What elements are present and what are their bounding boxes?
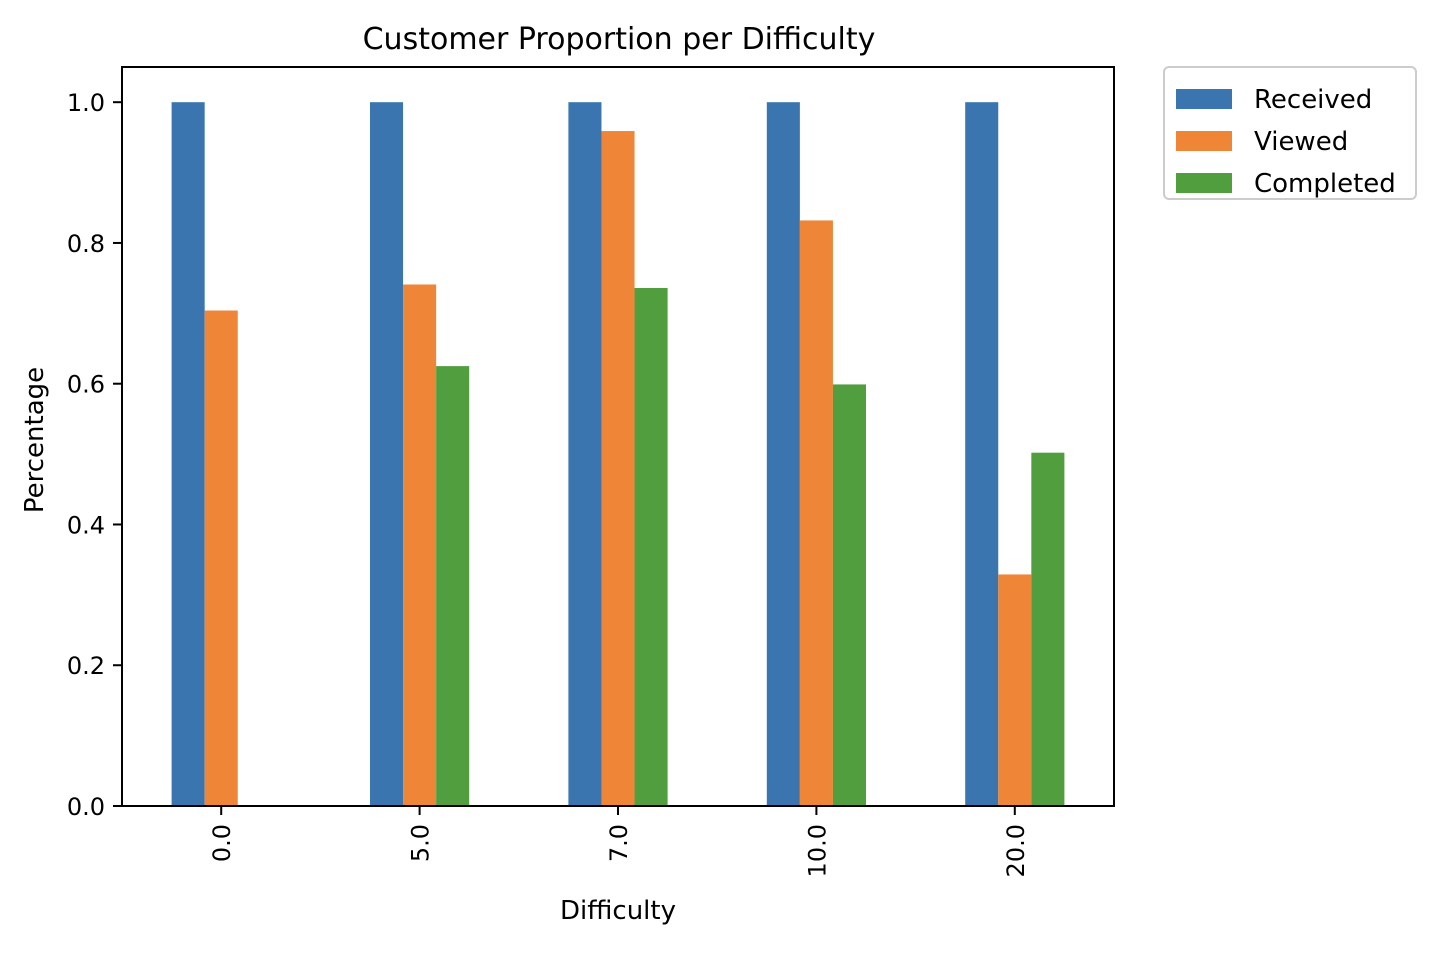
chart-title: Customer Proportion per Difficulty [363, 22, 876, 57]
legend: Received Viewed Completed [1163, 66, 1417, 200]
y-tick-label: 0.0 [67, 793, 105, 821]
bar-completed-20.0 [1031, 452, 1065, 806]
bar-completed-5.0 [436, 366, 470, 806]
y-axis-label: Percentage [20, 367, 50, 513]
bar-viewed-0.0 [204, 310, 238, 806]
x-tick-label: 10.0 [803, 824, 831, 877]
bars-layer [171, 102, 1065, 807]
plot-frame [121, 66, 1115, 807]
y-tick-label: 0.8 [67, 230, 105, 258]
bar-viewed-5.0 [403, 284, 437, 807]
x-axis-label: Difficulty [560, 896, 676, 926]
legend-label-received: Received [1254, 85, 1372, 115]
legend-label-completed: Completed [1254, 169, 1396, 199]
bar-received-5.0 [370, 102, 404, 806]
y-tick-label: 0.4 [67, 511, 105, 539]
x-tick-label: 20.0 [1002, 824, 1030, 877]
y-axis: 0.0 0.2 0.4 0.6 0.8 1.0 [67, 89, 122, 821]
bar-viewed-7.0 [601, 131, 635, 807]
bar-received-10.0 [766, 102, 800, 806]
bar-completed-10.0 [832, 384, 866, 806]
bar-viewed-10.0 [799, 220, 833, 806]
legend-swatch-viewed [1176, 131, 1232, 151]
x-tick-label: 0.0 [208, 824, 236, 862]
x-tick-label: 7.0 [605, 824, 633, 862]
bar-received-7.0 [568, 102, 602, 806]
legend-swatch-completed [1176, 173, 1232, 193]
y-tick-label: 0.6 [67, 371, 105, 399]
bar-viewed-20.0 [998, 574, 1032, 806]
bar-received-20.0 [965, 102, 999, 806]
legend-swatch-received [1176, 89, 1232, 109]
x-axis: 0.0 5.0 7.0 10.0 20.0 [208, 806, 1030, 877]
x-tick-label: 5.0 [407, 824, 435, 862]
y-tick-label: 0.2 [67, 652, 105, 680]
legend-label-viewed: Viewed [1254, 127, 1348, 157]
bar-completed-7.0 [634, 288, 668, 806]
bar-received-0.0 [171, 102, 205, 806]
y-tick-label: 1.0 [67, 89, 105, 117]
